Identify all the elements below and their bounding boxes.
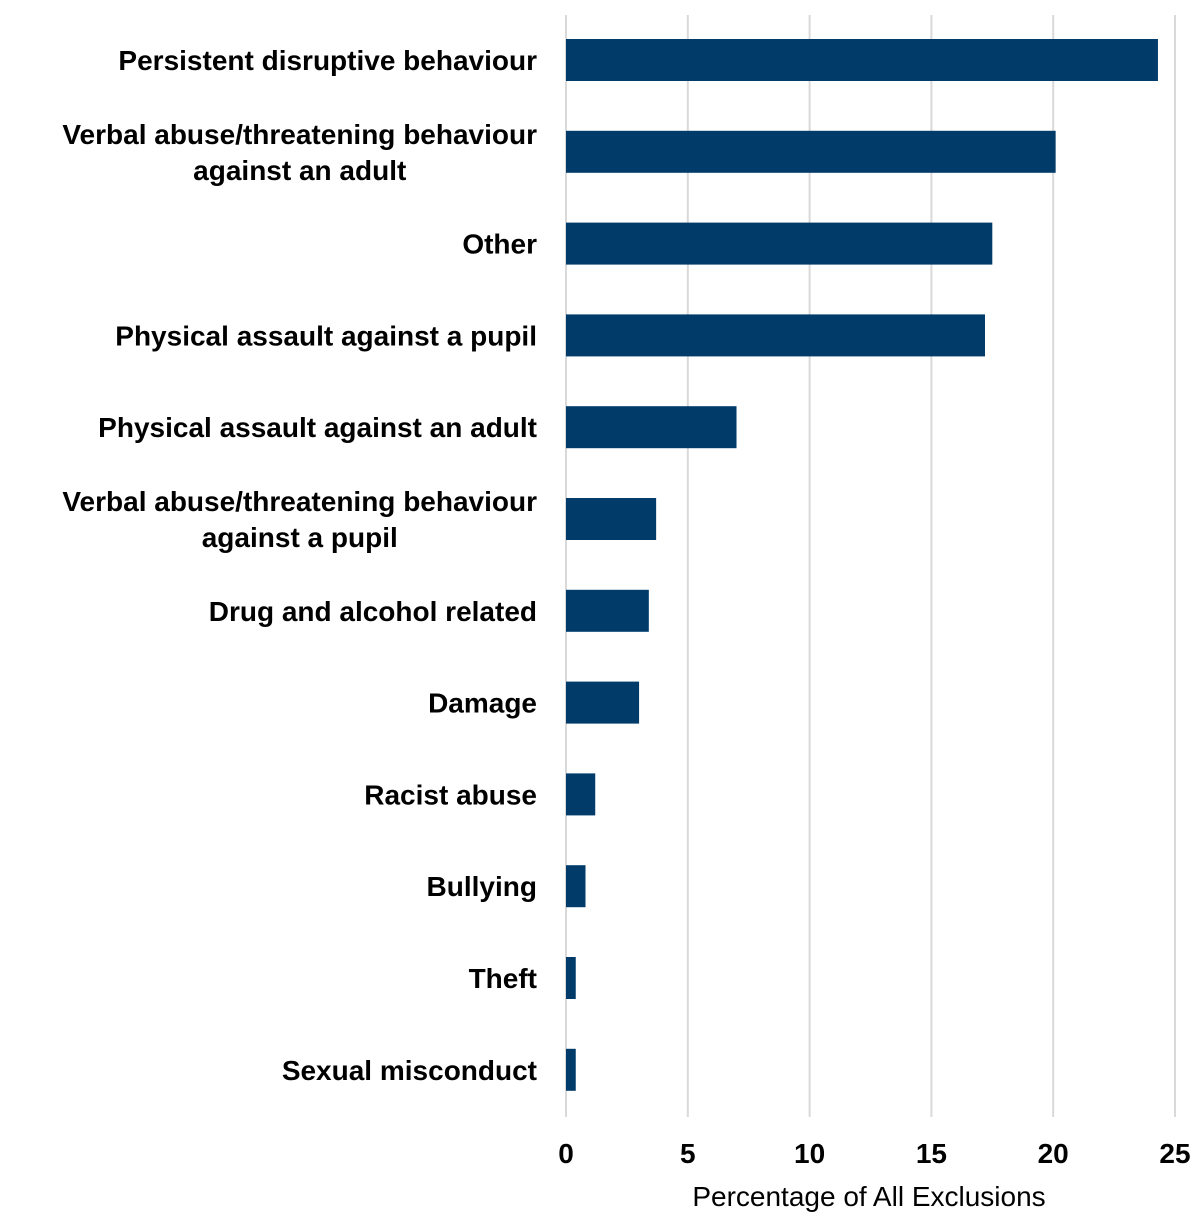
bars (566, 39, 1158, 1091)
x-tick-label: 10 (794, 1138, 825, 1169)
x-tick-label: 15 (916, 1138, 947, 1169)
x-axis-title: Percentage of All Exclusions (692, 1181, 1045, 1212)
category-label: Drug and alcohol related (209, 596, 537, 627)
category-label: Verbal abuse/threatening behaviour (62, 119, 537, 150)
bar (566, 681, 640, 724)
bar (566, 406, 737, 449)
x-tick-label: 0 (558, 1138, 574, 1169)
gridlines (565, 15, 1176, 1117)
category-label: against an adult (193, 155, 406, 186)
bar (566, 865, 586, 908)
x-axis-ticks: 0 5 10 15 20 25 (558, 1138, 1190, 1169)
bar (566, 773, 596, 816)
bar (566, 498, 657, 540)
category-label: Racist abuse (364, 779, 537, 810)
x-tick-label: 20 (1038, 1138, 1069, 1169)
category-label: Bullying (427, 871, 537, 902)
category-labels: Persistent disruptive behaviour Verbal ab… (62, 45, 537, 1086)
bar (566, 39, 1158, 81)
category-label: Physical assault against a pupil (115, 320, 537, 351)
category-label: Verbal abuse/threatening behaviour (62, 486, 537, 517)
category-label: against a pupil (202, 522, 398, 553)
bar (566, 130, 1056, 173)
category-label: Physical assault against an adult (98, 412, 537, 443)
category-label: Persistent disruptive behaviour (118, 45, 537, 76)
bar (566, 222, 993, 265)
category-label: Theft (469, 963, 537, 994)
x-tick-label: 5 (680, 1138, 696, 1169)
bar (566, 1048, 576, 1091)
category-label: Sexual misconduct (282, 1055, 537, 1086)
bar (566, 589, 649, 632)
bar (566, 314, 985, 357)
x-tick-label: 25 (1159, 1138, 1190, 1169)
category-label: Damage (428, 688, 537, 719)
bar (566, 957, 576, 999)
category-label: Other (462, 229, 537, 260)
